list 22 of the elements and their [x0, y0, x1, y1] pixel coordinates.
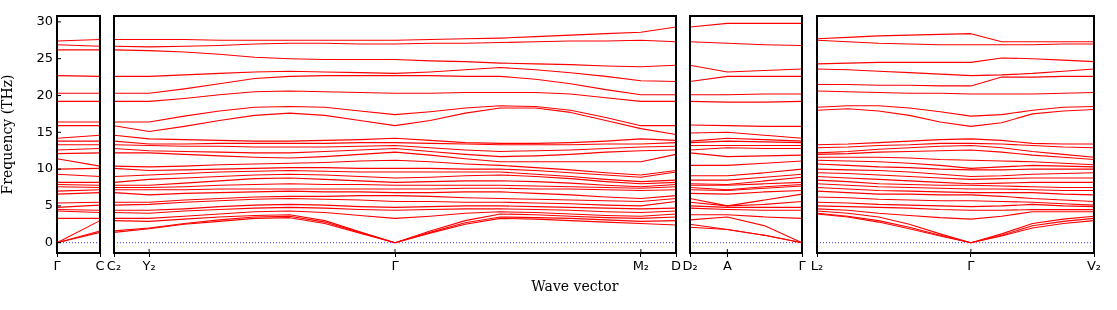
x-axis-title: Wave vector	[531, 277, 619, 294]
x-tick-label: M₂	[632, 258, 650, 274]
x-tick-label: V₂	[1086, 258, 1102, 274]
x-tick-label: A	[722, 258, 732, 274]
y-tick-label: 0	[44, 234, 53, 250]
y-tick-label: 15	[36, 123, 53, 139]
x-tick-label: D	[670, 258, 682, 274]
x-tick-label: Γ	[967, 258, 976, 274]
x-tick-label: Γ	[391, 258, 400, 274]
y-axis-title: Frequency (THz)	[0, 74, 16, 195]
y-tick-label: 10	[36, 160, 53, 176]
y-tick-label: 5	[44, 197, 53, 213]
x-tick-label: Y₂	[141, 258, 156, 274]
x-tick-label: D₂	[682, 258, 698, 274]
x-tick-label: Γ	[798, 258, 807, 274]
x-tick-label: L₂	[810, 258, 824, 274]
y-tick-label: 30	[36, 13, 53, 29]
y-tick-label: 25	[36, 50, 53, 66]
x-tick-label: C	[95, 258, 105, 274]
y-tick-label: 20	[36, 86, 53, 102]
x-tick-label: C₂	[106, 258, 122, 274]
x-tick-label: Γ	[53, 258, 62, 274]
